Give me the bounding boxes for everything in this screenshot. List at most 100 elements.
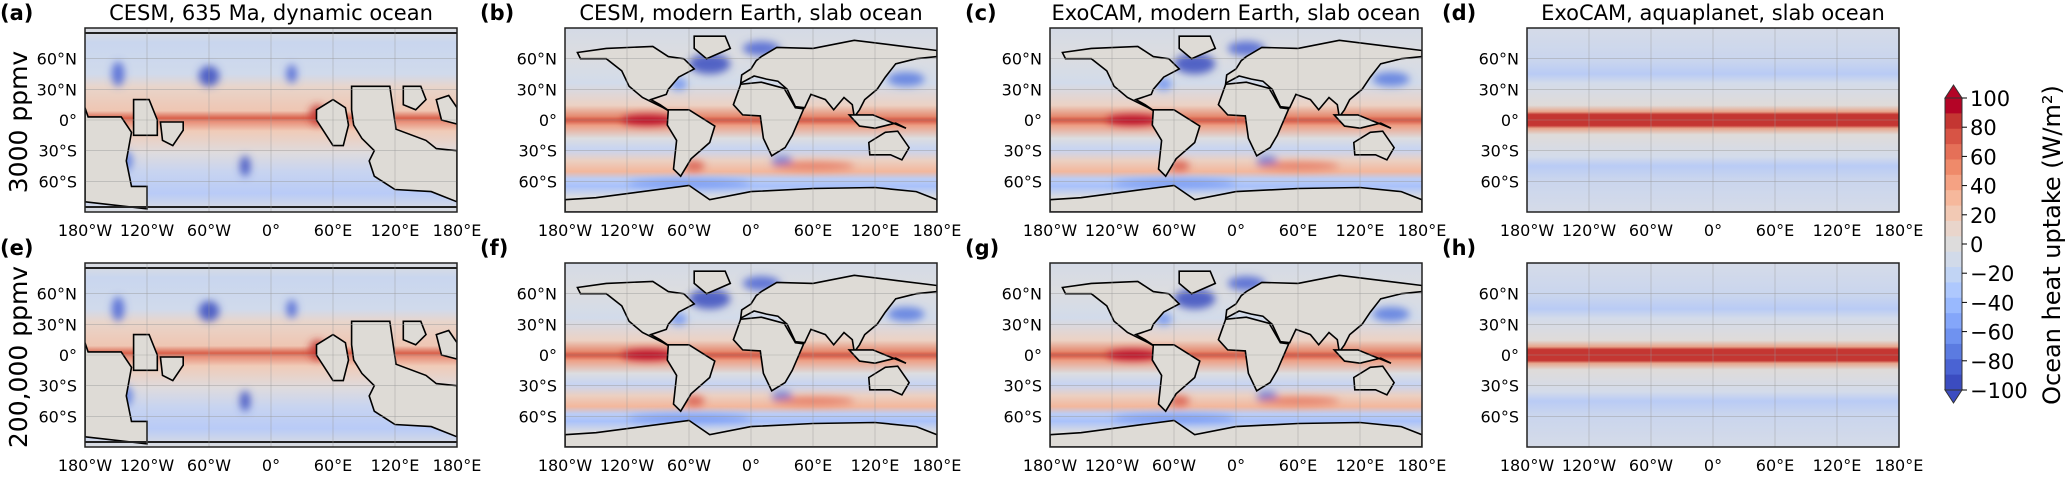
colorbar: 100 80 60 40 20 0 −20 −40 −60 −80 −100 Ocean heat u… bbox=[1944, 84, 2066, 405]
land-outline bbox=[315, 98, 350, 147]
x-tick-label: 120°E bbox=[1813, 221, 1862, 240]
y-tick-label: 30°N bbox=[1479, 80, 1519, 99]
x-tick-label: 180°W bbox=[1500, 221, 1555, 240]
x-tick-label: 120°E bbox=[1813, 456, 1862, 475]
x-tick-label: 120°W bbox=[120, 456, 175, 475]
y-tick-label: 0° bbox=[59, 111, 77, 130]
x-tick-label: 60°E bbox=[794, 456, 832, 475]
y-tick-label: 30°N bbox=[1479, 315, 1519, 334]
land-outline bbox=[132, 333, 159, 372]
colorbar-segment bbox=[1945, 205, 1962, 222]
y-tick-label: 0° bbox=[539, 111, 557, 130]
x-tick-label: 60°E bbox=[1756, 456, 1794, 475]
y-tick-label: 0° bbox=[59, 346, 77, 365]
x-tick-label: 120°W bbox=[600, 221, 655, 240]
x-tick-label: 180°E bbox=[913, 221, 962, 240]
x-tick-label: 60°W bbox=[667, 456, 711, 475]
anomaly-patch bbox=[286, 64, 297, 84]
x-tick-label: 60°W bbox=[187, 456, 231, 475]
x-tick-label: 120°W bbox=[600, 456, 655, 475]
panel-title: CESM, modern Earth, slab ocean bbox=[579, 1, 922, 25]
colorbar-segment bbox=[1945, 174, 1962, 191]
x-tick-label: 180°W bbox=[538, 221, 593, 240]
y-tick-label: 30°S bbox=[1003, 142, 1042, 161]
x-tick-label: 0° bbox=[1227, 456, 1245, 475]
anomaly-patch bbox=[240, 155, 251, 177]
colorbar-tick-label: 20 bbox=[1970, 204, 1997, 228]
y-tick-label: 60°S bbox=[1480, 172, 1519, 191]
colorbar-segment bbox=[1945, 190, 1962, 207]
x-tick-label: 60°W bbox=[667, 221, 711, 240]
colorbar-extend-max bbox=[1944, 84, 1963, 99]
x-tick-label: 60°W bbox=[1629, 221, 1673, 240]
x-tick-label: 60°E bbox=[1756, 221, 1794, 240]
y-tick-label: 30°S bbox=[38, 377, 77, 396]
colorbar-segment bbox=[1945, 328, 1962, 345]
x-tick-label: 120°E bbox=[371, 221, 420, 240]
anomaly-patch bbox=[240, 390, 251, 412]
map-frame bbox=[1049, 27, 1423, 213]
map-panel-f: 180°W 120°W 60°W 0° 60°E 120°E 180°E 60°N 30°N 0°… bbox=[480, 236, 961, 475]
panel-tag: (f) bbox=[480, 236, 508, 260]
land-outline bbox=[402, 85, 427, 111]
land-outline bbox=[1352, 130, 1396, 161]
land-outline bbox=[159, 356, 184, 382]
y-tick-label: 60°S bbox=[1003, 407, 1042, 426]
land-outline bbox=[435, 329, 457, 360]
panel-tag: (c) bbox=[965, 1, 997, 25]
colorbar-segment bbox=[1945, 236, 1962, 253]
y-tick-label: 60°N bbox=[1002, 285, 1042, 304]
y-tick-label: 30°N bbox=[517, 315, 557, 334]
colorbar-tick-label: −60 bbox=[1970, 321, 2014, 345]
colorbar-tick-label: 40 bbox=[1970, 175, 1997, 199]
land-outline bbox=[315, 333, 350, 382]
panel-tag: (b) bbox=[480, 1, 514, 25]
y-tick-label: 60°N bbox=[517, 50, 557, 69]
y-tick-label: 30°S bbox=[518, 142, 557, 161]
x-tick-label: 0° bbox=[742, 221, 760, 240]
y-tick-label: 30°N bbox=[1002, 80, 1042, 99]
land-outline bbox=[85, 342, 148, 445]
y-tick-label: 0° bbox=[539, 346, 557, 365]
panel-title: ExoCAM, aquaplanet, slab ocean bbox=[1541, 1, 1885, 25]
y-tick-label: 60°S bbox=[518, 172, 557, 191]
y-tick-label: 60°N bbox=[1002, 50, 1042, 69]
colorbar-tick-label: −80 bbox=[1970, 350, 2014, 374]
x-tick-label: 120°W bbox=[1085, 221, 1140, 240]
land-outline bbox=[867, 130, 911, 161]
land-outline bbox=[666, 109, 716, 178]
x-tick-label: 180°W bbox=[58, 221, 113, 240]
x-tick-label: 180°W bbox=[1023, 456, 1078, 475]
x-tick-label: 120°W bbox=[1085, 456, 1140, 475]
y-tick-label: 30°S bbox=[518, 377, 557, 396]
land-outline bbox=[1061, 45, 1181, 113]
x-tick-label: 120°W bbox=[1562, 221, 1617, 240]
colorbar-tick-label: −40 bbox=[1970, 291, 2014, 315]
land-outline bbox=[435, 94, 457, 125]
map-panel-g: 180°W 120°W 60°W 0° 60°E 120°E 180°E 60°N 30°N 0°… bbox=[965, 236, 1446, 475]
colorbar-tick-label: −100 bbox=[1970, 379, 2028, 403]
map-frame bbox=[564, 27, 938, 213]
x-tick-label: 60°W bbox=[1152, 456, 1196, 475]
anomaly-patch bbox=[286, 299, 297, 319]
y-tick-label: 60°N bbox=[1479, 285, 1519, 304]
panel-title: CESM, 635 Ma, dynamic ocean bbox=[109, 1, 433, 25]
panel-tag: (d) bbox=[1442, 1, 1476, 25]
land-outline bbox=[132, 98, 159, 137]
land-outline bbox=[666, 344, 716, 413]
panel-tag: (e) bbox=[0, 236, 33, 260]
colorbar-segment bbox=[1945, 220, 1962, 237]
x-tick-label: 120°W bbox=[120, 221, 175, 240]
land-outline bbox=[1151, 344, 1201, 413]
colorbar-segment bbox=[1945, 359, 1962, 376]
colorbar-tick-label: 60 bbox=[1970, 145, 1997, 169]
x-tick-label: 60°W bbox=[187, 221, 231, 240]
y-tick-label: 30°S bbox=[1480, 142, 1519, 161]
colorbar-segment bbox=[1945, 159, 1962, 176]
y-tick-label: 0° bbox=[1024, 111, 1042, 130]
land-outline bbox=[739, 274, 937, 354]
panel-title: ExoCAM, modern Earth, slab ocean bbox=[1051, 1, 1420, 25]
land-outline bbox=[739, 39, 937, 119]
map-frame bbox=[84, 262, 458, 448]
x-tick-label: 60°W bbox=[1152, 221, 1196, 240]
